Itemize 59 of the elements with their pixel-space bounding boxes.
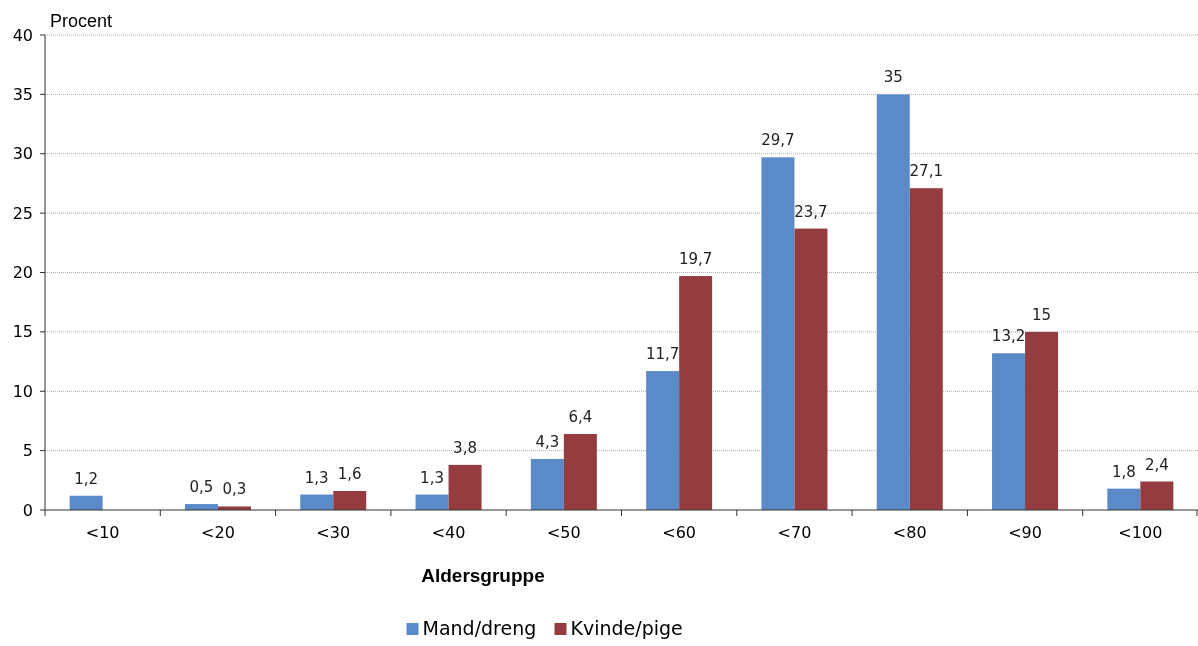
data-label: 35 (883, 68, 903, 87)
y-tick-label: 0 (22, 500, 33, 520)
data-label: 1,3 (420, 468, 444, 487)
y-tick-label: 35 (12, 84, 33, 104)
x-tick-label: <50 (546, 523, 581, 542)
legend-label: Mand/dreng (422, 617, 537, 639)
x-tick-label: <70 (777, 523, 812, 542)
data-label: 6,4 (568, 408, 593, 426)
bar (1140, 481, 1174, 510)
x-tick-label: <60 (662, 523, 697, 542)
y-tick-label: 25 (12, 203, 33, 223)
bar (300, 494, 334, 510)
data-label: 1,6 (337, 465, 362, 483)
data-label: 1,8 (1111, 462, 1136, 481)
bar (415, 494, 449, 510)
bar (646, 371, 680, 510)
x-tick-label: <40 (431, 523, 466, 542)
y-tick-label: 10 (12, 381, 33, 401)
bar (69, 495, 103, 510)
y-tick-label: 20 (12, 263, 33, 283)
y-tick-label: 30 (12, 144, 33, 164)
x-tick-label: <30 (316, 523, 351, 542)
y-tick-label: 15 (12, 322, 33, 342)
data-label: 1,3 (304, 468, 329, 487)
bar (794, 228, 828, 510)
data-label: 13,2 (991, 327, 1026, 346)
bar (876, 94, 910, 510)
bar (909, 188, 943, 510)
data-label: 27,1 (909, 162, 943, 181)
x-tick-label: <10 (85, 523, 120, 542)
data-label: 19,7 (678, 250, 713, 269)
bar (530, 458, 564, 510)
bar (1107, 488, 1141, 510)
data-label: 4,3 (535, 432, 560, 451)
bar (679, 276, 713, 510)
data-label: 29,7 (761, 131, 795, 150)
bar (1025, 331, 1059, 510)
bar (761, 157, 795, 510)
x-tick-label: <90 (1008, 523, 1042, 542)
data-label: 3,8 (453, 438, 477, 457)
y-tick-label: 40 (12, 25, 33, 45)
legend-label: Kvinde/pige (570, 617, 683, 639)
bar (333, 491, 367, 510)
data-label: 23,7 (794, 202, 828, 221)
bar (563, 434, 597, 510)
x-tick-label: <80 (892, 523, 927, 542)
x-axis-title: Aldersgruppe (421, 565, 545, 586)
data-label: 15 (1032, 305, 1052, 324)
data-label: 2,4 (1144, 455, 1169, 474)
data-label: 11,7 (645, 345, 680, 364)
x-tick-label: <20 (201, 523, 235, 542)
data-label: 1,2 (74, 469, 99, 488)
y-tick-label: 5 (22, 441, 33, 461)
y-axis-title: Procent (50, 11, 113, 31)
x-tick-label: <100 (1118, 523, 1163, 542)
data-label: 0,3 (222, 480, 247, 499)
data-label: 0,5 (189, 478, 214, 497)
bar (448, 464, 482, 510)
bar (992, 353, 1026, 510)
